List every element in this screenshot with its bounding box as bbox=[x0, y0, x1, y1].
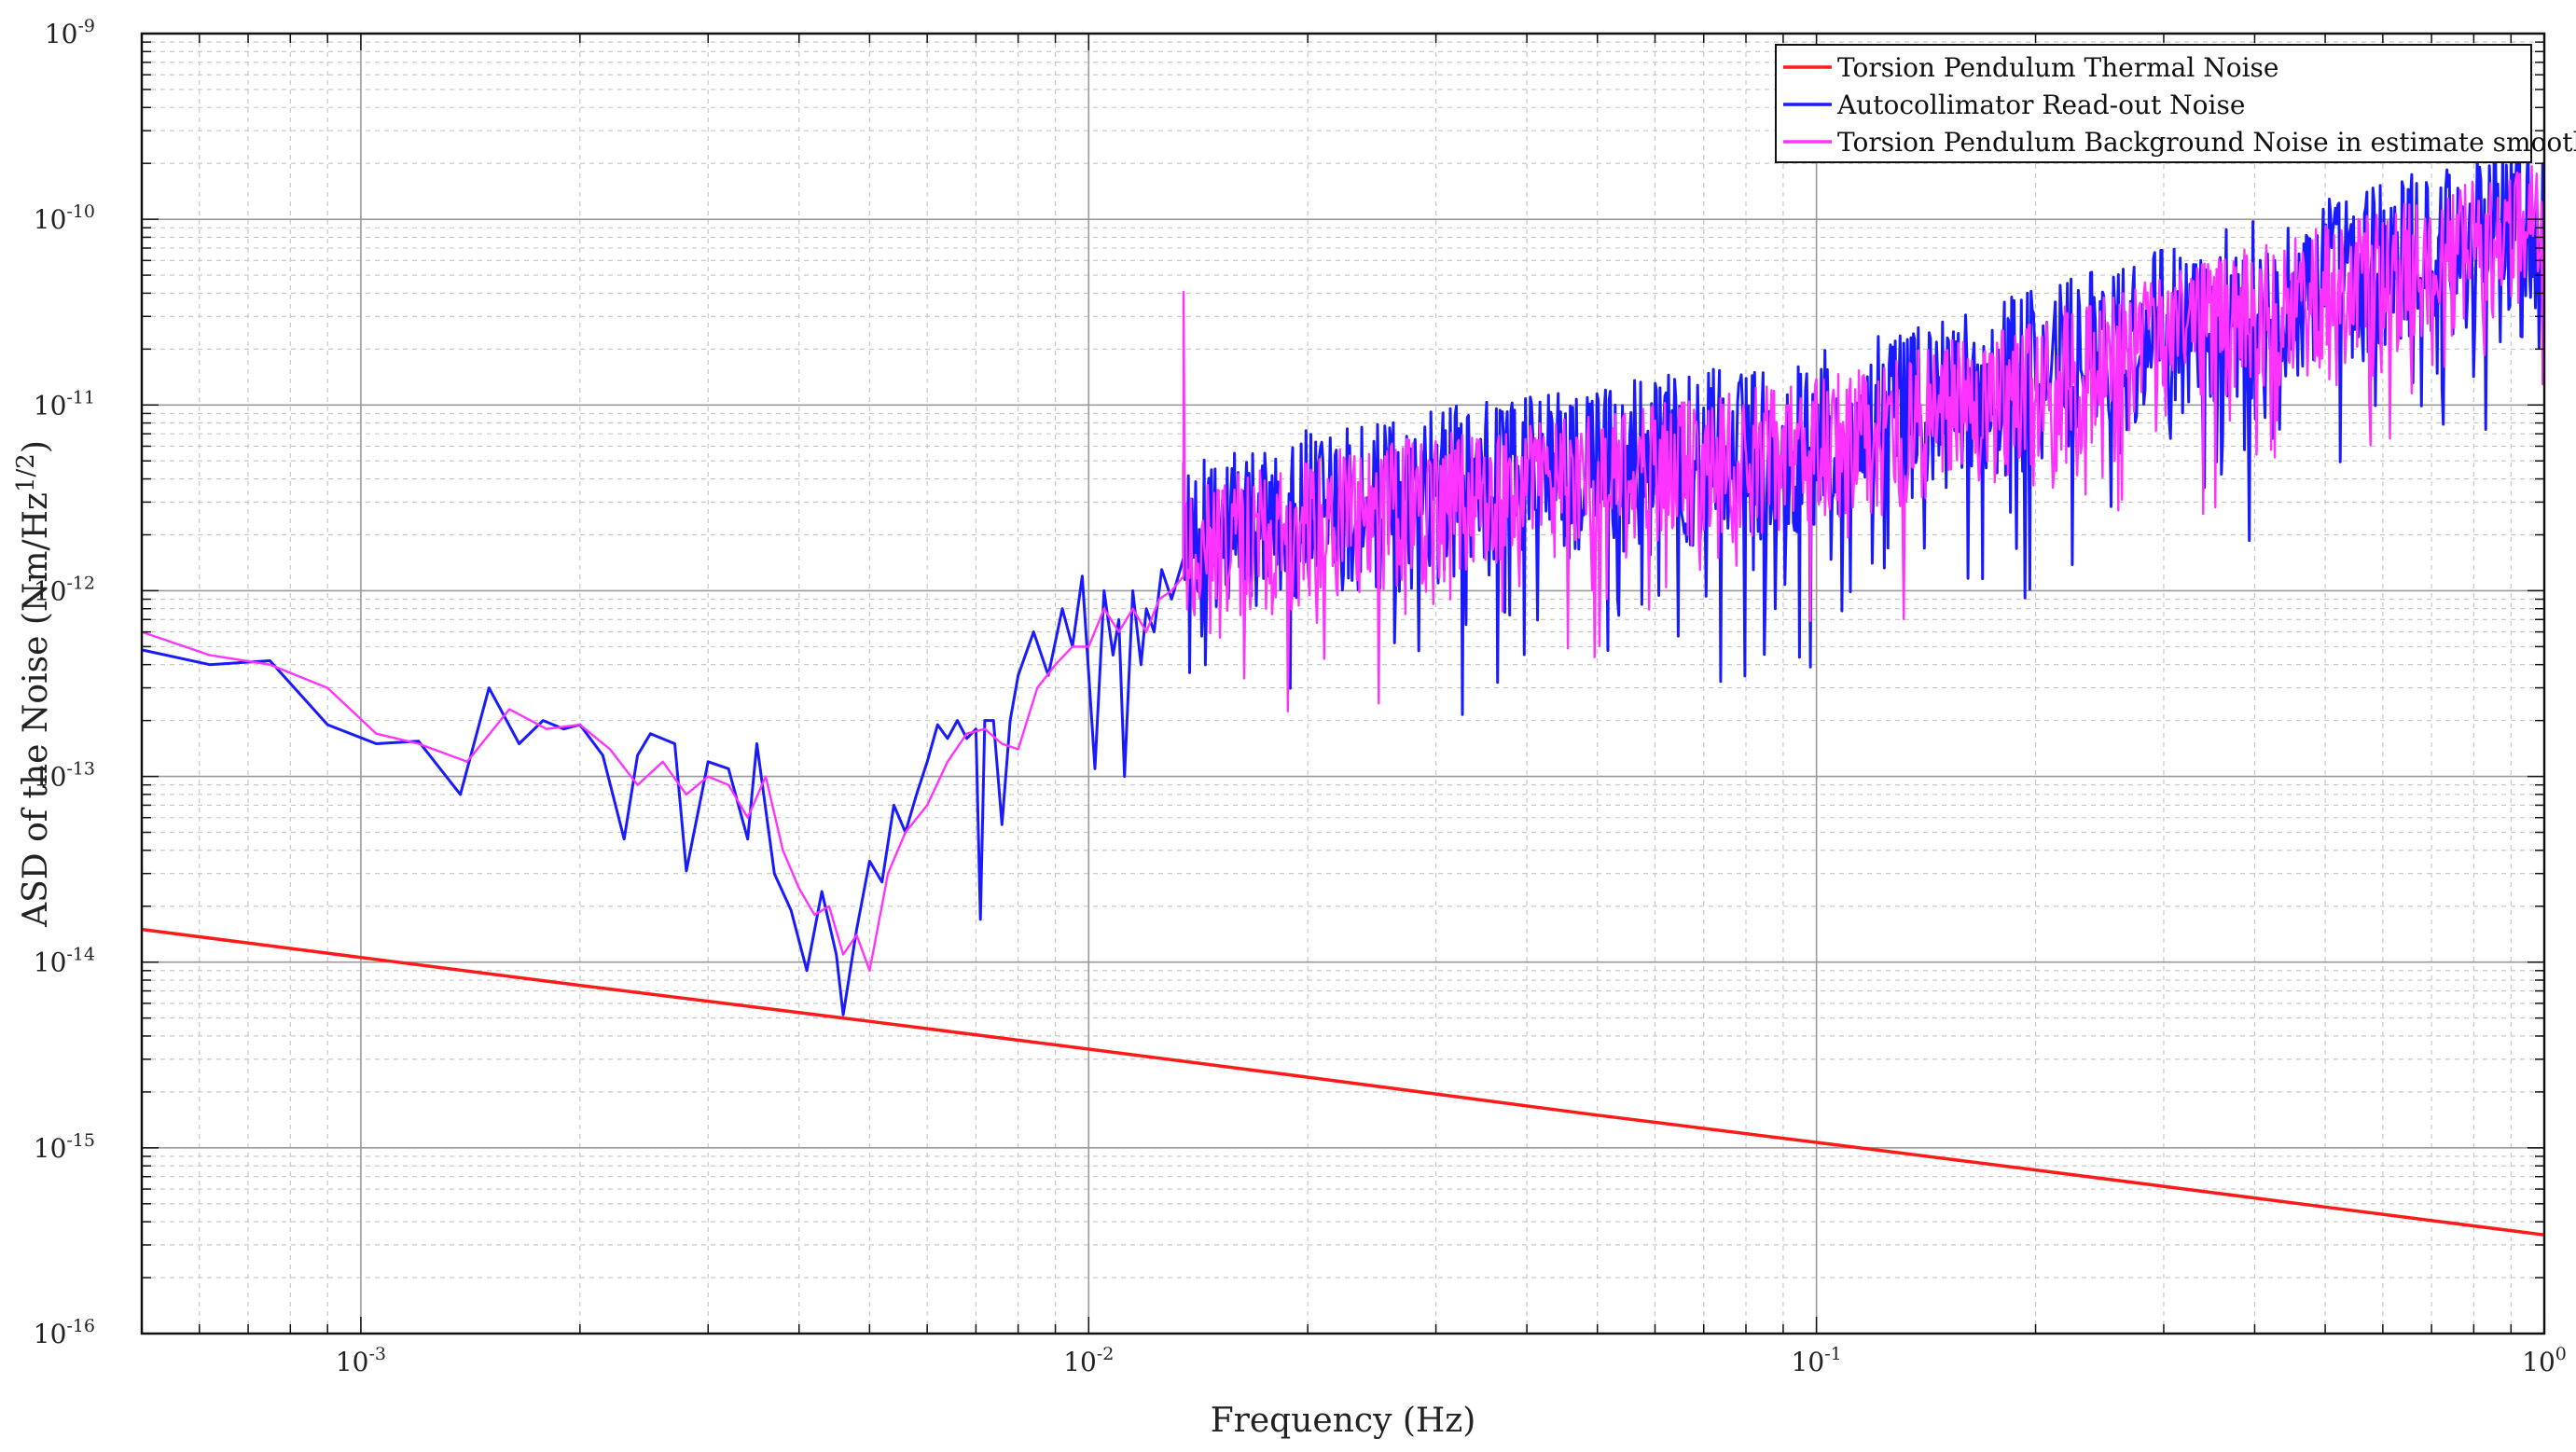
y-axis-title-close: ) bbox=[17, 440, 55, 453]
x-tick-label: 10-1 bbox=[1792, 1344, 1842, 1377]
y-axis-title-exponent: 1/2 bbox=[12, 453, 40, 492]
series-line-background-noise bbox=[141, 165, 2545, 972]
y-axis-title: ASD of the Noise (Nm/Hz1/2) bbox=[12, 440, 55, 928]
series-line-thermal-noise bbox=[141, 927, 2545, 1237]
x-tick-label: 10-2 bbox=[1063, 1344, 1114, 1377]
x-tick-label: 10-3 bbox=[336, 1344, 386, 1377]
y-tick-label: 10-9 bbox=[45, 16, 95, 49]
y-axis-title-text: ASD of the Noise (Nm/Hz bbox=[17, 492, 55, 928]
plot-frame bbox=[140, 32, 2546, 1335]
y-tick-label: 10-12 bbox=[34, 573, 95, 606]
y-tick-label: 10-15 bbox=[34, 1130, 95, 1164]
x-tick-label: 100 bbox=[2522, 1344, 2567, 1377]
grid-major bbox=[142, 34, 2545, 1334]
series-line-autocollimator-readout bbox=[141, 142, 2546, 1016]
legend-entries: Torsion Pendulum Thermal Noise Autocollim… bbox=[1783, 52, 2576, 158]
tick-marks bbox=[141, 34, 2545, 1334]
series-layer bbox=[141, 142, 2546, 1237]
x-tick-labels: 10-3 10-2 10-1 100 bbox=[336, 1344, 2567, 1377]
y-tick-label: 10-10 bbox=[34, 201, 95, 235]
x-axis-title: Frequency (Hz) bbox=[1211, 1402, 1476, 1440]
grid-minor bbox=[141, 34, 2544, 1334]
y-tick-label: 10-11 bbox=[34, 387, 95, 421]
legend-box bbox=[1775, 44, 2532, 163]
legend-label: Torsion Pendulum Background Noise in est… bbox=[1837, 127, 2576, 158]
legend: Torsion Pendulum Thermal Noise Autocollim… bbox=[1775, 44, 2576, 163]
legend-label: Autocollimator Read-out Noise bbox=[1836, 90, 2245, 120]
y-tick-label: 10-16 bbox=[34, 1316, 95, 1349]
y-tick-label: 10-14 bbox=[34, 945, 95, 978]
legend-label: Torsion Pendulum Thermal Noise bbox=[1837, 52, 2278, 83]
y-tick-label: 10-13 bbox=[34, 759, 95, 793]
y-tick-labels: 10-9 10-10 10-11 10-12 10-13 10-14 10-15 10-16 bbox=[34, 16, 95, 1349]
